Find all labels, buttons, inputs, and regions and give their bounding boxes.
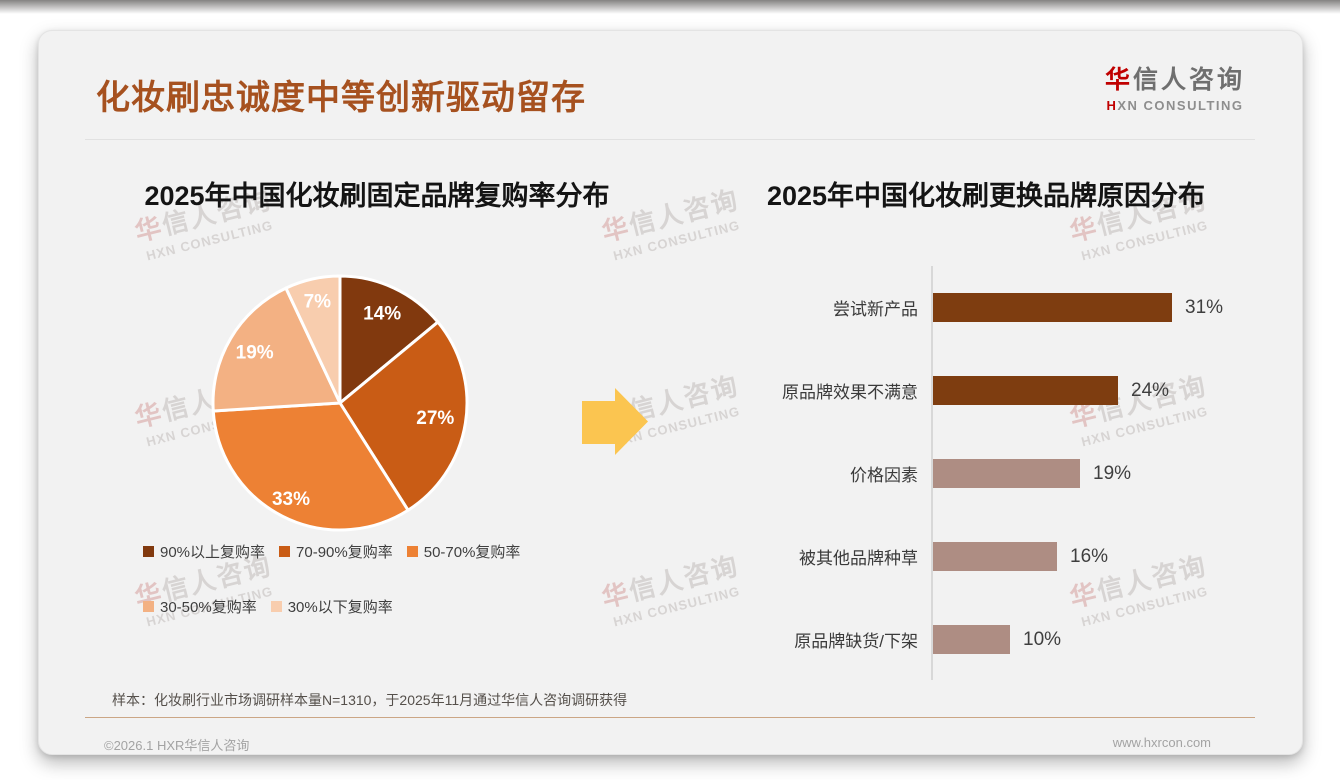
pie-slice-label: 19% (236, 343, 274, 364)
bar-chart-title: 2025年中国化妆刷更换品牌原因分布 (766, 181, 1206, 211)
bar-category-label: 被其他品牌种草 (799, 549, 918, 568)
legend-label: 70-90%复购率 (296, 544, 393, 561)
legend-item: 30%以下复购率 (270, 596, 393, 617)
legend-label: 50-70%复购率 (423, 544, 521, 561)
brand-logo: 华信人咨询 HXN CONSULTING (1105, 60, 1245, 113)
bar (933, 376, 1118, 405)
legend-swatch (143, 601, 154, 612)
bar-row: 价格因素 19% (770, 432, 1270, 515)
brand-logo-en-accent: H (1106, 98, 1118, 113)
brand-logo-chinese: 华信人咨询 (1105, 60, 1245, 96)
header-divider (85, 139, 1255, 140)
bar-value-label: 31% (1185, 296, 1224, 318)
arrow-right-icon (582, 388, 648, 455)
bar-row: 原品牌效果不满意 24% (770, 349, 1270, 432)
legend-item: 90%以上复购率 (143, 541, 265, 562)
website: www.hxrcon.com (1112, 735, 1211, 750)
legend-item: 70-90%复购率 (279, 541, 393, 562)
bar (933, 542, 1057, 571)
pie-slice-label: 14% (363, 303, 401, 324)
bar-row: 原品牌缺货/下架 10% (770, 598, 1270, 681)
legend-swatch (270, 601, 282, 612)
brand-logo-cn-accent: 华 (1104, 66, 1133, 94)
bar-value-label: 24% (1131, 379, 1170, 401)
legend-item: 30-50%复购率 (143, 596, 257, 617)
page-title: 化妆刷忠诚度中等创新驱动留存 (96, 79, 586, 117)
legend-row: 90%以上复购率 70-90%复购率 50-70%复购率 (143, 541, 520, 562)
legend-swatch (279, 546, 291, 557)
pie-slice-label: 27% (416, 408, 454, 429)
pie-chart: 14% 27% 33% 19% 7% (211, 274, 469, 532)
pie-slice (338, 274, 440, 405)
pie-slice (338, 320, 469, 512)
sample-note: 样本：化妆刷行业市场调研样本量N=1310，于2025年11月通过华信人咨询调研… (112, 692, 628, 708)
bar-chart: 尝试新产品 31% 原品牌效果不满意 24% 价格因素 19% 被其他品牌种草 16% 原品牌缺… (770, 266, 1270, 682)
pie-slice (211, 286, 342, 413)
copyright: ©2026.1 HXR华信人咨询 (104, 738, 250, 753)
pie-legend: 90%以上复购率 70-90%复购率 50-70%复购率 30-50%复购率 30%以下… (143, 541, 520, 617)
pie-slice (211, 401, 410, 532)
pie-slice (284, 274, 342, 405)
footer-divider (85, 717, 1255, 718)
legend-label: 30%以下复购率 (287, 599, 393, 616)
bar-value-label: 19% (1093, 462, 1132, 484)
window-top-shadow (0, 0, 1340, 14)
bar-value-label: 16% (1070, 545, 1109, 567)
brand-logo-en-rest: XN CONSULTING (1117, 98, 1244, 113)
bar (933, 459, 1080, 488)
pie-chart-title: 2025年中国化妆刷固定品牌复购率分布 (144, 181, 610, 211)
legend-swatch (406, 546, 418, 557)
bar-value-label: 10% (1023, 628, 1062, 650)
legend-row: 30-50%复购率 30%以下复购率 (143, 596, 520, 617)
pie-slice-label: 7% (304, 291, 332, 312)
brand-logo-english: HXN CONSULTING (1105, 98, 1245, 113)
bar-chart-axis (931, 266, 933, 680)
bar-category-label: 原品牌效果不满意 (782, 383, 918, 402)
pie-slice-label: 33% (272, 489, 310, 510)
bar-category-label: 原品牌缺货/下架 (794, 632, 918, 651)
bar-row: 尝试新产品 31% (770, 266, 1270, 349)
bar (933, 293, 1172, 322)
legend-item: 50-70%复购率 (406, 541, 521, 562)
bar (933, 625, 1010, 654)
brand-logo-cn-rest: 信人咨询 (1132, 66, 1245, 94)
legend-label: 30-50%复购率 (160, 599, 257, 616)
bar-row: 被其他品牌种草 16% (770, 515, 1270, 598)
legend-swatch (143, 546, 154, 557)
bar-category-label: 价格因素 (850, 466, 918, 485)
bar-category-label: 尝试新产品 (833, 300, 918, 319)
legend-label: 90%以上复购率 (160, 544, 266, 561)
